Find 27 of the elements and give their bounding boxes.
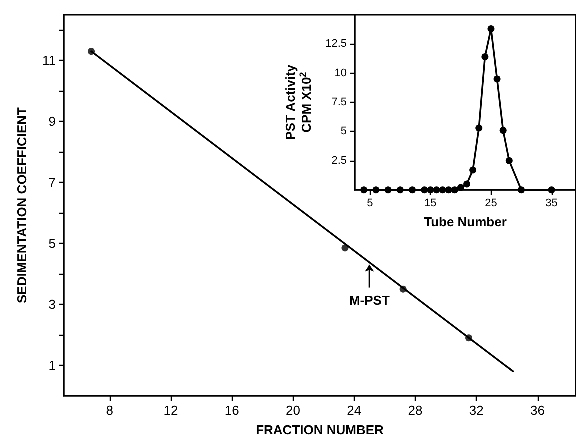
x-tick-label: 35 — [546, 198, 558, 210]
x-tick-label: 12 — [164, 403, 178, 418]
y-tick-label: 3 — [48, 297, 56, 312]
y-tick-label: 11 — [42, 53, 56, 68]
y-tick-label: 5 — [48, 236, 56, 252]
y-tick-label: 7 — [48, 175, 56, 190]
y-tick-label: 5 — [340, 126, 347, 138]
x-tick-label: 20 — [286, 403, 300, 418]
x-tick-label: 8 — [106, 403, 114, 418]
annotation: M-PST — [349, 292, 390, 308]
y-tick-label: 12.5 — [326, 38, 347, 50]
x-tick-label: 24 — [347, 403, 362, 418]
y-tick-label: 7.5 — [332, 96, 347, 109]
y-tick-label: 1 — [48, 358, 56, 374]
x-axis-title: Tube Number — [424, 214, 507, 230]
x-axis-title: FRACTION NUMBER — [256, 422, 385, 438]
x-tick-label: 15 — [424, 198, 437, 210]
x-tick-label: 28 — [408, 403, 423, 418]
x-tick-label: 5 — [367, 198, 374, 210]
x-tick-label: 25 — [485, 198, 498, 210]
y-tick-label: 9 — [48, 114, 56, 130]
x-tick-label: 32 — [469, 403, 484, 418]
x-tick-label: 16 — [224, 403, 240, 418]
x-tick-label: 36 — [530, 403, 546, 418]
y-tick-label: 2.5 — [332, 154, 347, 167]
y-tick-label: 10 — [334, 67, 347, 80]
y-axis-title: SEDIMENTATION COEFFICIENT — [14, 107, 30, 304]
